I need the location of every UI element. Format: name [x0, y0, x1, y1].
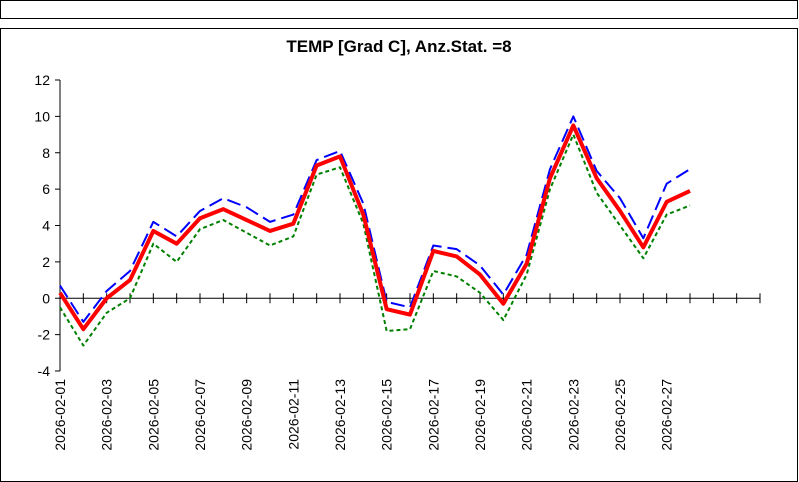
y-tick-label: 8: [42, 145, 50, 161]
y-tick-label: 2: [42, 254, 50, 270]
x-tick-label: 2026-02-15: [379, 379, 395, 451]
x-tick-label: 2026-02-05: [145, 379, 161, 451]
x-tick-label: 2026-02-19: [472, 379, 488, 451]
x-tick-label: 2026-02-25: [612, 379, 628, 451]
x-tick-label: 2026-02-27: [659, 379, 675, 451]
y-tick-label: 10: [34, 108, 50, 124]
y-tick-label: 4: [42, 218, 50, 234]
x-tick-label: 2026-02-11: [285, 379, 301, 450]
y-tick-label: -2: [38, 327, 51, 343]
x-tick-label: 2026-02-09: [239, 379, 255, 451]
y-tick-label: 6: [42, 181, 50, 197]
series-line: [59, 115, 691, 323]
x-tick-label: 2026-02-17: [425, 379, 441, 451]
x-tick-label: 2026-02-01: [52, 379, 68, 451]
series-line: [59, 133, 691, 347]
x-tick-label: 2026-02-03: [99, 379, 115, 451]
chart-title: TEMP [Grad C], Anz.Stat. =8: [286, 37, 511, 56]
x-tick-label: 2026-02-13: [332, 379, 348, 451]
y-tick-label: 12: [34, 72, 50, 88]
y-tick-label: 0: [42, 290, 50, 306]
top-panel: [0, 0, 798, 19]
x-tick-label: 2026-02-07: [192, 379, 208, 451]
x-tick-label: 2026-02-23: [565, 379, 581, 451]
x-tick-label: 2026-02-21: [519, 379, 535, 451]
y-tick-label: -4: [38, 363, 51, 379]
chart-frame: [0, 28, 798, 482]
series-line: [58, 123, 691, 332]
